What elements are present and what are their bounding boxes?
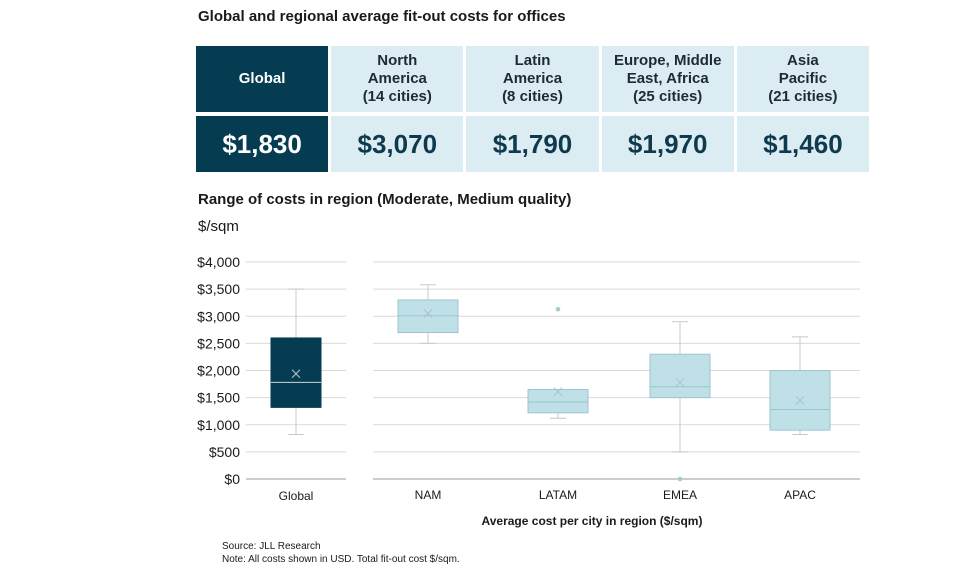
y-tick-label: $500	[209, 444, 240, 460]
table-value-1: $3,070	[331, 116, 464, 172]
box-emea	[649, 353, 711, 399]
chart-main-title: Global and regional average fit-out cost…	[198, 8, 566, 25]
table-header-line: (14 cities)	[362, 88, 432, 105]
y-tick-label: $2,000	[197, 363, 240, 379]
box-latam	[527, 388, 589, 414]
table-value-0: $1,830	[196, 116, 329, 172]
table-header-line: (21 cities)	[768, 88, 838, 105]
x-category-label: Global	[279, 489, 314, 503]
table-header-line: (8 cities)	[502, 88, 563, 105]
table-header-2: Latin America (8 cities)	[466, 46, 599, 112]
y-tick-label: $4,000	[197, 254, 240, 270]
y-tick-label: $3,500	[197, 281, 240, 297]
table-header-line: Pacific	[778, 70, 828, 87]
x-category-label: APAC	[784, 488, 816, 502]
y-tick-label: $3,000	[197, 308, 240, 324]
table-header-line: Global	[238, 70, 286, 87]
y-tick-label: $2,500	[197, 335, 240, 351]
table-header-3: Europe, Middle East, Africa (25 cities)	[601, 46, 734, 112]
source-text: Source: JLL Research	[222, 541, 321, 552]
mean-marker	[553, 387, 563, 397]
table-header-line: North	[377, 52, 418, 69]
y-axis-unit-label: $/sqm	[198, 218, 239, 235]
y-tick-label: $1,000	[197, 417, 240, 433]
y-tick-label: $1,500	[197, 390, 240, 406]
mean-marker	[423, 309, 433, 318]
table-header-line: Asia	[787, 52, 819, 69]
mean-marker	[675, 378, 685, 387]
table-header-4: Asia Pacific (21 cities)	[736, 46, 869, 112]
chart-title: Range of costs in region (Moderate, Medi…	[198, 191, 572, 208]
x-category-label: NAM	[415, 488, 442, 502]
table-header-line: Europe, Middle	[613, 52, 722, 69]
x-category-label: LATAM	[539, 488, 577, 502]
table-header-0: Global	[196, 46, 329, 112]
x-axis-title: Average cost per city in region ($/sqm)	[482, 514, 703, 528]
table-value-3: $1,970	[601, 116, 734, 172]
outlier-point	[677, 476, 683, 482]
table-value-4: $1,460	[736, 116, 869, 172]
table-header-line: America	[502, 70, 563, 87]
box-nam	[397, 299, 459, 334]
mean-marker	[795, 395, 805, 405]
cost-summary-table: Global North America (14 cities) Latin Americ…	[196, 46, 869, 172]
x-category-label: EMEA	[663, 488, 697, 502]
table-header-1: North America (14 cities)	[331, 46, 464, 112]
mean-marker	[291, 369, 301, 379]
table-header-line: (25 cities)	[633, 88, 703, 105]
outlier-point	[555, 306, 561, 312]
table-value-2: $1,790	[466, 116, 599, 172]
table-header-line: America	[367, 70, 427, 87]
table-header-line: East, Africa	[626, 70, 709, 87]
y-tick-label: $0	[224, 471, 240, 487]
note-text: Note: All costs shown in USD. Total fit-…	[222, 554, 460, 565]
table-header-line: Latin	[514, 52, 551, 69]
source-note: Source: JLL Research Note: All costs sho…	[222, 540, 460, 566]
box-global	[270, 337, 322, 408]
